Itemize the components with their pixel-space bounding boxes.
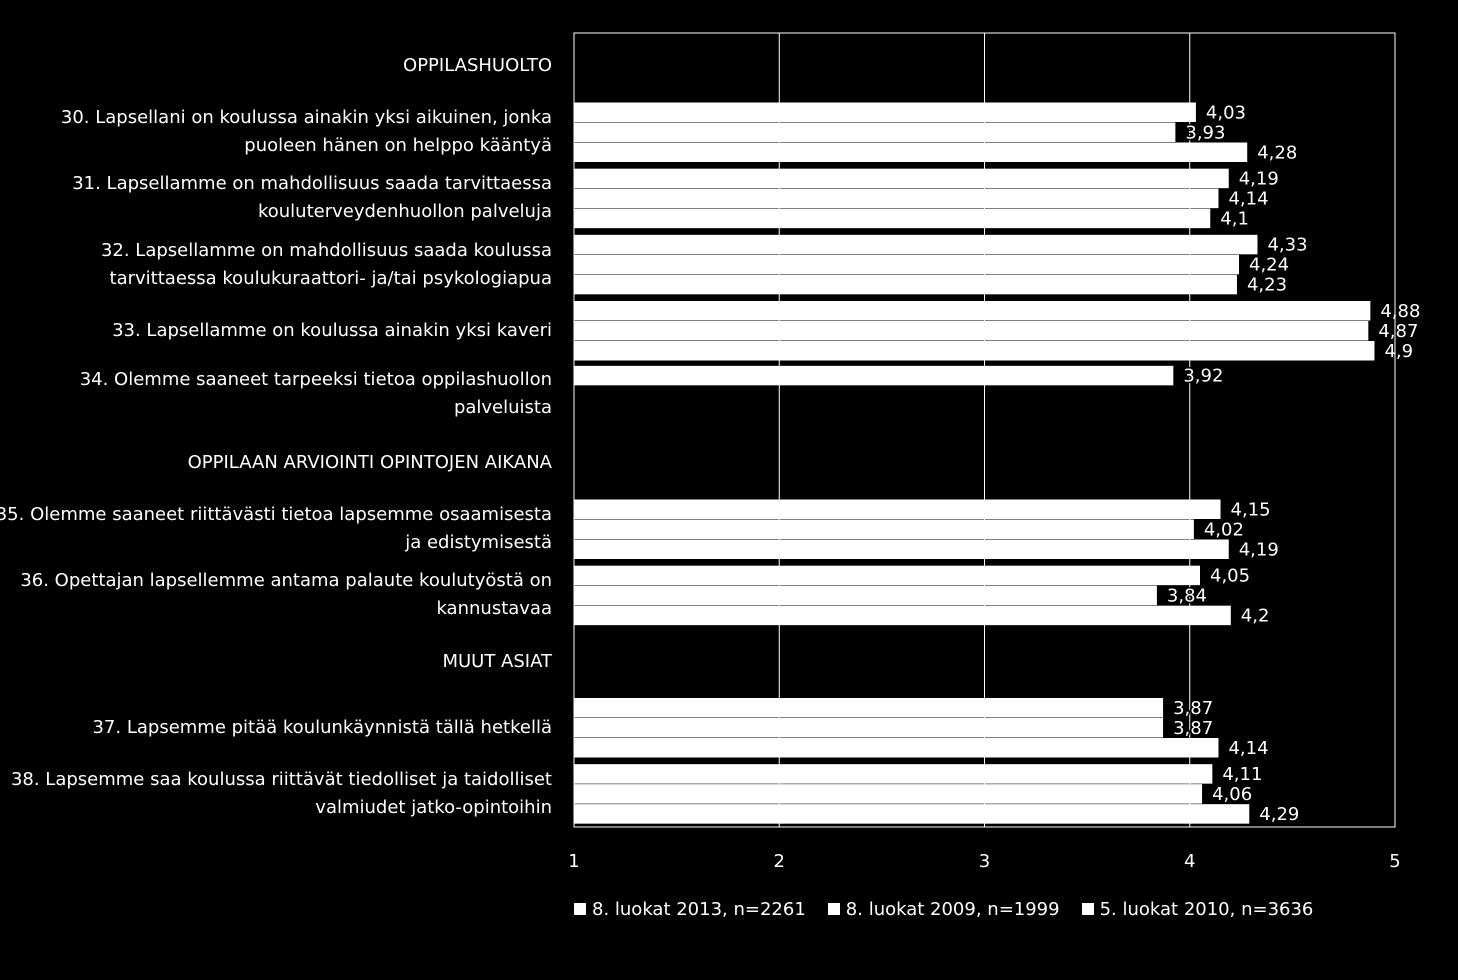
data-label: 4,1 [1220, 208, 1249, 229]
category-label: 34. Olemme saaneet tarpeeksi tietoa oppi… [79, 368, 552, 418]
x-tick-label: 3 [979, 851, 990, 872]
data-label: 4,15 [1231, 499, 1271, 520]
legend-label: 8. luokat 2013, n=2261 [592, 898, 806, 920]
legend-item-8-luokat-2013: 8. luokat 2013, n=2261 [574, 899, 806, 920]
legend-swatch [827, 903, 840, 915]
category-label: 31. Lapsellamme on mahdollisuus saada ta… [72, 173, 552, 223]
bar [574, 102, 1196, 122]
bar [574, 764, 1213, 784]
data-label: 4,14 [1228, 738, 1268, 759]
data-label: 4,03 [1206, 102, 1246, 123]
bar [574, 718, 1164, 738]
data-label: 3,93 [1185, 122, 1225, 143]
legend-swatch [574, 903, 586, 915]
category-label: 35. Olemme saaneet riittävästi tietoa la… [0, 504, 552, 554]
bar [574, 168, 1229, 189]
x-axis-ticks: 1 2 3 4 5 [568, 851, 1400, 872]
data-label: 3,87 [1173, 718, 1213, 739]
bars: 4,033,934,284,194,144,14,334,244,234,884… [574, 101, 1422, 826]
data-label: 3,84 [1167, 585, 1207, 606]
data-label: 4,33 [1267, 235, 1307, 256]
bar [574, 365, 1174, 386]
legend-swatch [1081, 903, 1094, 915]
data-label: 4,2 [1241, 605, 1270, 626]
bar [574, 605, 1231, 626]
data-label: 4,05 [1210, 565, 1250, 586]
bar [574, 499, 1221, 519]
bar [574, 321, 1369, 341]
bar [574, 301, 1371, 321]
data-label: 4,9 [1384, 341, 1413, 362]
bar [574, 341, 1375, 361]
data-label: 4,11 [1222, 764, 1262, 785]
bar [574, 565, 1201, 586]
category-label: 36. Opettajan lapsellemme antama palaute… [20, 570, 552, 620]
legend-item-8-luokat-2009: 8. luokat 2009, n=1999 [827, 898, 1060, 920]
data-label: 3,87 [1173, 698, 1213, 719]
bar [574, 784, 1203, 804]
data-label: 4,28 [1257, 142, 1297, 163]
category-label: 32. Lapsellamme on mahdollisuus saada ko… [100, 239, 552, 289]
bar [574, 519, 1194, 539]
bar [574, 142, 1248, 162]
bar [574, 254, 1240, 275]
data-label: 4,87 [1378, 321, 1418, 342]
bar [574, 188, 1219, 209]
data-label: 4,19 [1239, 539, 1279, 560]
legend-label: 8. luokat 2009, n=1999 [845, 898, 1060, 920]
bar [574, 274, 1237, 295]
section-header: OPPILASHUOLTO [403, 55, 552, 77]
section-header: MUUT ASIAT [442, 650, 552, 672]
category-label: 38. Lapsemme saa koulussa riittävät tied… [10, 768, 552, 818]
bar [574, 738, 1219, 758]
x-tick-label: 2 [774, 851, 785, 872]
data-label: 4,06 [1212, 784, 1252, 805]
bar [574, 234, 1258, 255]
plot-area-border [573, 32, 1396, 828]
bar [574, 208, 1211, 229]
data-label: 4,19 [1239, 168, 1279, 189]
bar [574, 698, 1164, 718]
data-label: 4,24 [1249, 255, 1289, 276]
bar [574, 585, 1157, 606]
category-label: 37. Lapsemme pitää koulunkäynnistä tällä… [92, 716, 552, 738]
bar [574, 804, 1250, 824]
section-header: OPPILAAN ARVIOINTI OPINTOJEN AIKANA [187, 452, 552, 474]
legend-label: 5. luokat 2010, n=3636 [1099, 898, 1314, 920]
data-label: 4,23 [1247, 275, 1287, 296]
bar [574, 539, 1229, 559]
x-tick-label: 1 [568, 851, 579, 872]
category-label: 30. Lapsellani on koulussa ainakin yksi … [60, 107, 552, 157]
data-label: 4,02 [1204, 519, 1244, 540]
data-label: 4,29 [1259, 804, 1299, 825]
bar [574, 122, 1176, 142]
data-label: 4,14 [1228, 188, 1268, 209]
x-tick-label: 5 [1389, 851, 1400, 872]
legend: 8. luokat 2013, n=2261 8. luokat 2009, n… [574, 896, 1335, 922]
legend-item-5-luokat-2010: 5. luokat 2010, n=3636 [1081, 898, 1314, 920]
data-label: 3,92 [1183, 366, 1223, 387]
category-label: 33. Lapsellamme on koulussa ainakin yksi… [112, 319, 552, 341]
x-tick-label: 4 [1184, 851, 1195, 872]
data-label: 4,88 [1380, 301, 1420, 322]
